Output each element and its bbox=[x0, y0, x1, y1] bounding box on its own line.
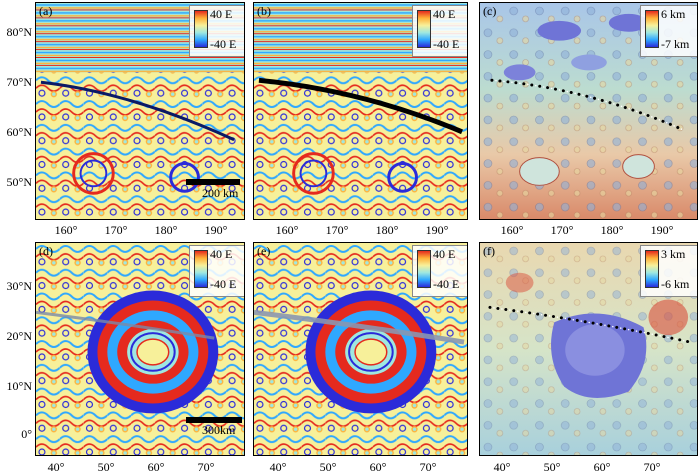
colorbar-gradient-c bbox=[645, 10, 659, 48]
lon-tick-f-40: 40° bbox=[493, 460, 511, 474]
colorbar-min-c: -7 km bbox=[661, 37, 690, 51]
lat-tick-20n: 20°N bbox=[6, 329, 32, 343]
panel-f: (f) 3 km -6 km bbox=[479, 242, 698, 456]
lon-tick-f-50: 50° bbox=[543, 460, 561, 474]
lon-tick-b-180: 180° bbox=[375, 223, 399, 237]
lon-tick-c-170: 170° bbox=[550, 223, 574, 237]
colorbar-min-e: -40 E bbox=[433, 277, 460, 291]
lon-tick-a-170: 170° bbox=[104, 223, 128, 237]
colorbar-max-b: 40 E bbox=[433, 7, 456, 21]
lon-tick-b-170: 170° bbox=[325, 223, 349, 237]
colorbar-min-a: -40 E bbox=[210, 37, 237, 51]
lon-tick-d-40: 40° bbox=[47, 460, 65, 474]
lon-tick-c-190: 190° bbox=[650, 223, 674, 237]
colorbar-c: 6 km -7 km bbox=[640, 5, 697, 57]
lat-tick-30n: 30°N bbox=[6, 279, 32, 293]
colorbar-max-e: 40 E bbox=[433, 247, 456, 261]
scale-label-d: 300km bbox=[202, 423, 236, 437]
lon-tick-d-60: 60° bbox=[147, 460, 165, 474]
lat-tick-50n: 50°N bbox=[6, 175, 32, 189]
lon-tick-a-160: 160° bbox=[54, 223, 78, 237]
lat-tick-10n: 10°N bbox=[6, 379, 32, 393]
panel-label-d: (d) bbox=[39, 244, 53, 258]
lon-tick-e-50: 50° bbox=[319, 460, 337, 474]
lon-tick-d-50: 50° bbox=[97, 460, 115, 474]
lon-tick-a-180: 180° bbox=[154, 223, 178, 237]
lat-tick-80n: 80°N bbox=[6, 25, 32, 39]
lon-tick-f-70: 70° bbox=[643, 460, 661, 474]
colorbar-b: 40 E -40 E bbox=[412, 5, 467, 57]
colorbar-min-f: -6 km bbox=[661, 277, 690, 291]
panel-d: (d) 40 E -40 E 300km bbox=[35, 242, 245, 456]
lon-tick-b-190: 190° bbox=[425, 223, 449, 237]
lat-tick-0: 0° bbox=[21, 427, 32, 441]
lon-tick-e-60: 60° bbox=[369, 460, 387, 474]
panel-e: (e) 40 E -40 E bbox=[253, 242, 468, 456]
lon-tick-f-60: 60° bbox=[593, 460, 611, 474]
lon-tick-a-190: 190° bbox=[204, 223, 228, 237]
colorbar-max-c: 6 km bbox=[661, 7, 686, 21]
colorbar-min-b: -40 E bbox=[433, 37, 460, 51]
panel-label-f: (f) bbox=[483, 244, 495, 258]
lon-tick-b-160: 160° bbox=[275, 223, 299, 237]
colorbar-d: 40 E -40 E bbox=[189, 245, 244, 297]
colorbar-gradient-d bbox=[194, 250, 208, 288]
colorbar-gradient-e bbox=[417, 250, 431, 288]
panel-label-b: (b) bbox=[257, 4, 271, 18]
colorbar-f: 3 km -6 km bbox=[640, 245, 697, 297]
scale-bar-a bbox=[186, 179, 240, 185]
colorbar-max-d: 40 E bbox=[210, 247, 233, 261]
colorbar-max-a: 40 E bbox=[210, 7, 233, 21]
panel-label-c: (c) bbox=[483, 4, 497, 18]
panel-label-a: (a) bbox=[39, 4, 53, 18]
colorbar-max-f: 3 km bbox=[661, 247, 686, 261]
colorbar-gradient-f bbox=[645, 250, 659, 288]
panel-c: (c) 6 km -7 km bbox=[479, 2, 698, 220]
colorbar-min-d: -40 E bbox=[210, 277, 237, 291]
lat-tick-60n: 60°N bbox=[6, 125, 32, 139]
scale-bar-d bbox=[186, 417, 242, 423]
lon-tick-e-70: 70° bbox=[419, 460, 437, 474]
panel-a: (a) 40 E -40 E 200 km bbox=[35, 2, 245, 220]
colorbar-e: 40 E -40 E bbox=[412, 245, 467, 297]
lon-tick-c-180: 180° bbox=[600, 223, 624, 237]
panel-b: (b) 40 E -40 E bbox=[253, 2, 468, 220]
panel-label-e: (e) bbox=[257, 244, 271, 258]
lon-tick-d-70: 70° bbox=[197, 460, 215, 474]
gravity-gradient-map-d bbox=[36, 243, 244, 455]
lat-tick-70n: 70°N bbox=[6, 75, 32, 89]
scale-label-a: 200 km bbox=[202, 186, 239, 200]
colorbar-a: 40 E -40 E bbox=[189, 5, 244, 57]
lon-tick-e-40: 40° bbox=[269, 460, 287, 474]
colorbar-gradient-b bbox=[417, 10, 431, 48]
colorbar-gradient-a bbox=[194, 10, 208, 48]
lon-tick-c-160: 160° bbox=[500, 223, 524, 237]
